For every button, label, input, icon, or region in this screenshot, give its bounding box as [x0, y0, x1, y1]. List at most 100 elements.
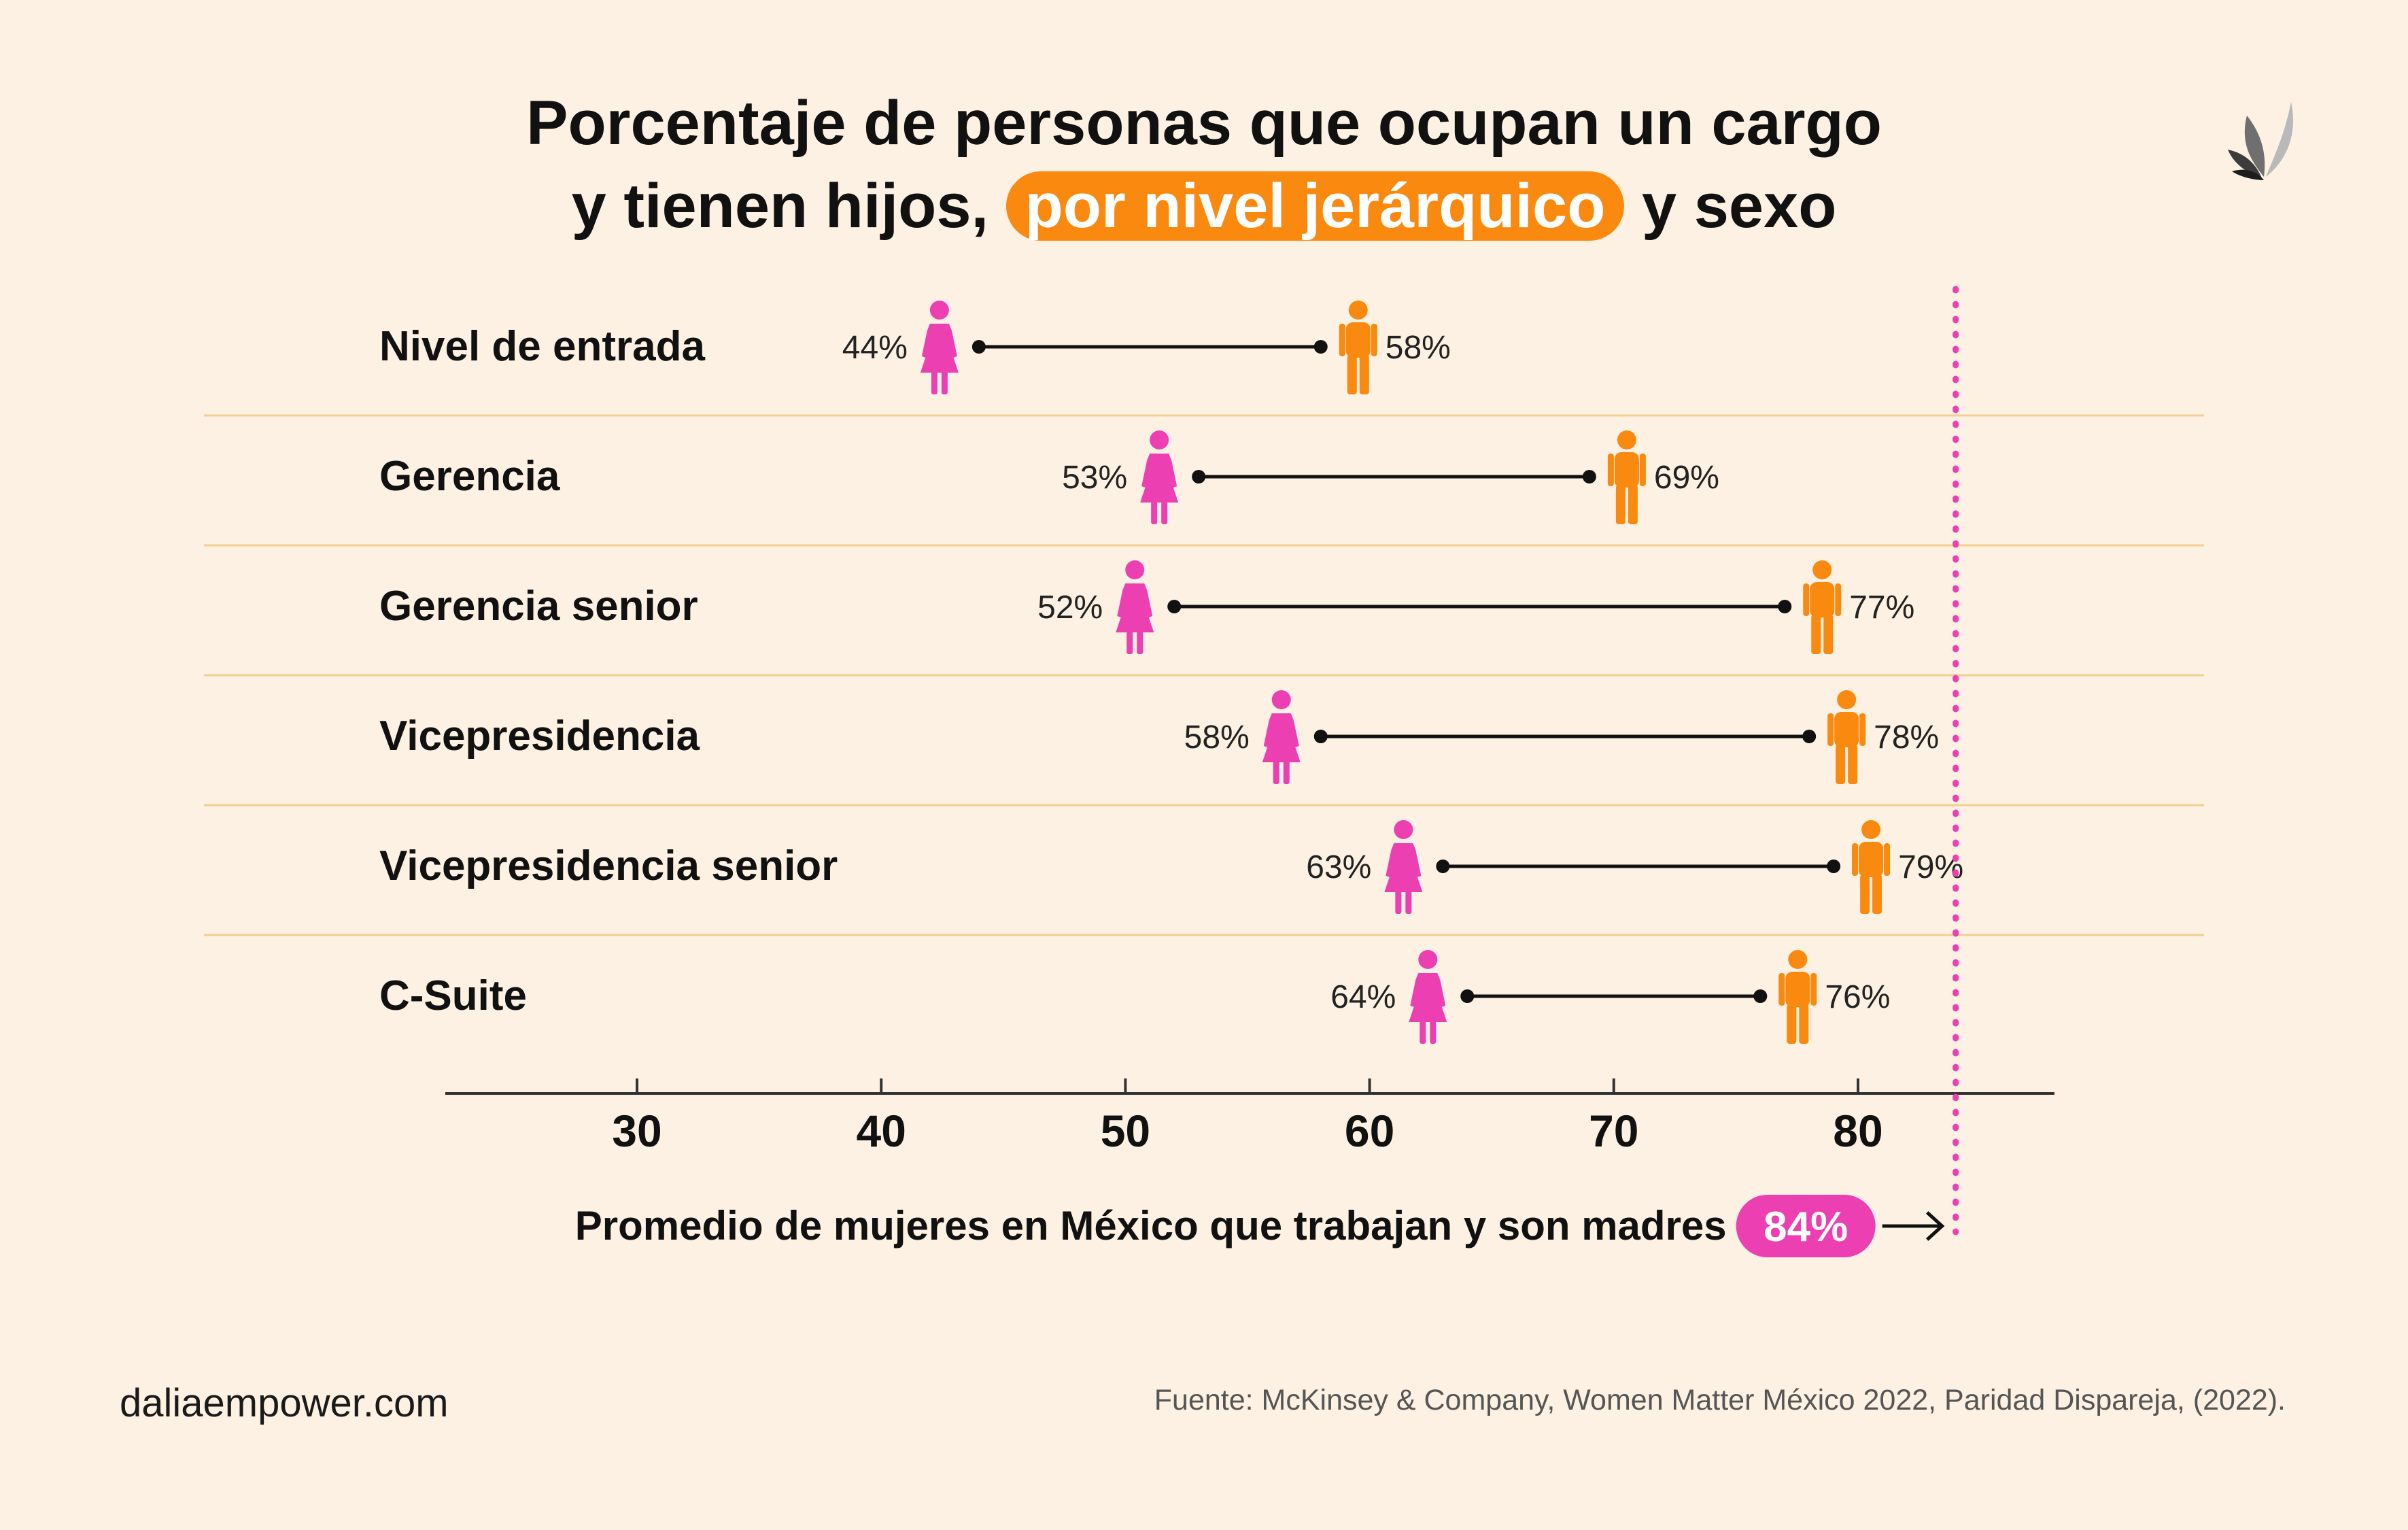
- women-dot: [1460, 989, 1475, 1003]
- category-label: Gerencia: [379, 453, 560, 500]
- man-icon-torso: [1345, 322, 1371, 358]
- woman-icon-body: [1409, 973, 1447, 1022]
- woman-icon-body: [1140, 454, 1179, 503]
- men-value-label: 76%: [1825, 979, 1890, 1015]
- title-line-1: Porcentaje de personas que ocupan un car…: [526, 88, 1882, 158]
- title-line-2: y tienen hijos, por nivel jerárquico y s…: [0, 165, 2408, 248]
- category-label: Vicepresidencia senior: [379, 843, 838, 889]
- x-tick-label: 60: [1345, 1106, 1394, 1156]
- woman-icon-body: [1384, 843, 1423, 892]
- women-value-label: 53%: [1062, 460, 1127, 496]
- women-value-label: 58%: [1184, 719, 1250, 755]
- women-value-label: 64%: [1330, 979, 1396, 1015]
- man-icon-arm-left: [1339, 324, 1345, 356]
- chart-title: Porcentaje de personas que ocupan un car…: [0, 82, 2408, 248]
- man-icon-arm-right: [1835, 583, 1842, 616]
- women-dot: [1167, 600, 1182, 613]
- man-icon-leg-right: [1628, 485, 1638, 524]
- woman-icon-leg-left: [1151, 501, 1158, 524]
- man-icon-leg-right: [1359, 355, 1369, 394]
- x-tick-label: 30: [612, 1106, 661, 1156]
- man-icon-arm-right: [1810, 973, 1817, 1006]
- woman-icon-leg-right: [1283, 761, 1290, 784]
- man-icon-leg-left: [1811, 615, 1821, 654]
- category-label: Vicepresidencia: [379, 713, 700, 760]
- men-value-label: 69%: [1654, 460, 1719, 496]
- man-icon: [1852, 820, 1891, 914]
- x-tick-label: 70: [1589, 1106, 1638, 1156]
- woman-icon-head: [1150, 430, 1169, 449]
- title-line-2-end: y sexo: [1641, 171, 1837, 241]
- man-icon-torso: [1859, 842, 1884, 877]
- woman-icon-leg-right: [941, 371, 948, 394]
- woman-icon-leg-left: [931, 371, 938, 394]
- man-icon-arm-right: [1371, 324, 1377, 356]
- woman-icon-leg-right: [1430, 1021, 1437, 1044]
- man-icon-arm-right: [1884, 843, 1891, 876]
- women-dot: [1313, 730, 1328, 743]
- men-value-label: 79%: [1898, 849, 1963, 885]
- category-label: Gerencia senior: [379, 583, 698, 630]
- man-icon-head: [1861, 820, 1881, 839]
- women-dot: [1436, 860, 1450, 873]
- men-dot: [1753, 989, 1768, 1003]
- x-tick-label: 80: [1833, 1106, 1882, 1156]
- man-icon-torso: [1785, 972, 1810, 1007]
- woman-icon-leg-left: [1395, 891, 1402, 914]
- man-icon: [1778, 950, 1817, 1044]
- man-icon: [1827, 690, 1866, 784]
- man-icon-torso: [1614, 452, 1639, 488]
- man-icon-leg-left: [1836, 745, 1846, 784]
- x-tick-label: 40: [856, 1106, 906, 1156]
- woman-icon: [1409, 950, 1447, 1044]
- title-highlight: por nivel jerárquico: [1005, 171, 1625, 241]
- category-label: C-Suite: [379, 972, 527, 1019]
- men-dot: [1802, 730, 1817, 743]
- man-icon-leg-left: [1860, 874, 1870, 914]
- man-icon-leg-right: [1848, 745, 1858, 784]
- woman-icon-leg-right: [1405, 891, 1412, 914]
- man-icon-arm-left: [1607, 454, 1614, 486]
- woman-icon: [1384, 820, 1423, 914]
- man-icon-leg-left: [1787, 1004, 1797, 1044]
- woman-icon-head: [1125, 560, 1145, 579]
- man-icon-torso: [1810, 582, 1835, 617]
- man-icon-head: [1348, 301, 1368, 320]
- woman-icon-head: [929, 301, 949, 320]
- men-dot: [1313, 340, 1328, 354]
- woman-icon-head: [1271, 690, 1291, 709]
- man-icon-arm-left: [1778, 973, 1785, 1006]
- woman-icon: [920, 301, 959, 394]
- man-icon-arm-right: [1639, 454, 1646, 486]
- man-icon-arm-right: [1859, 713, 1866, 746]
- woman-icon: [1262, 690, 1301, 784]
- man-icon: [1607, 430, 1646, 524]
- footer-source: Fuente: McKinsey & Company, Women Matter…: [1154, 1384, 2286, 1416]
- men-value-label: 78%: [1874, 719, 1939, 755]
- man-icon-torso: [1834, 712, 1859, 747]
- women-dot: [1192, 470, 1206, 483]
- arrow-right-icon: [1925, 1211, 1945, 1241]
- woman-icon-head: [1394, 820, 1413, 839]
- man-icon-leg-left: [1347, 355, 1357, 394]
- woman-icon-body: [1116, 583, 1154, 632]
- title-line-2-start: y tienen hijos,: [571, 171, 989, 241]
- man-icon-arm-left: [1827, 713, 1834, 746]
- man-icon-arm-left: [1852, 843, 1859, 876]
- men-value-label: 58%: [1386, 330, 1451, 366]
- man-icon: [1803, 560, 1842, 654]
- category-label: Nivel de entrada: [379, 323, 705, 370]
- woman-icon-head: [1418, 950, 1438, 969]
- man-icon-head: [1837, 690, 1857, 709]
- reference-value-pill: [1736, 1195, 1876, 1257]
- men-dot: [1582, 470, 1596, 483]
- woman-icon-leg-left: [1273, 761, 1279, 784]
- man-icon-head: [1617, 430, 1636, 449]
- woman-icon-body: [920, 324, 959, 373]
- man-icon-leg-left: [1615, 485, 1626, 524]
- man-icon-head: [1788, 950, 1808, 969]
- woman-icon-leg-left: [1126, 631, 1133, 654]
- reference-label: Promedio de mujeres en México que trabaj…: [575, 1203, 1727, 1248]
- woman-icon-leg-right: [1137, 631, 1143, 654]
